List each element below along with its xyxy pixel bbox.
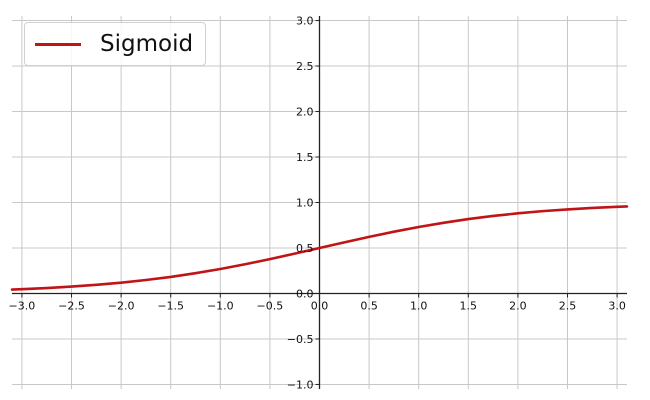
x-tick-label: 2.5 [559,299,577,312]
y-tick-label: −0.5 [287,333,314,346]
tick-labels-layer: −3.0 −2.5 −2.0 −1.5 −1.0 −0.5 0.0 0.5 1.0 1.5 2.0 2… [9,15,626,392]
legend-swatch-sigmoid [35,43,81,46]
legend: Sigmoid [24,22,206,66]
x-tick-label: 0.5 [360,299,378,312]
axes-layer [12,16,627,389]
y-tick-label: 3.0 [296,15,314,28]
x-tick-label: −3.0 [9,299,36,312]
x-tick-label: −2.0 [108,299,135,312]
y-tick-label: 1.5 [296,151,314,164]
y-tick-label: 2.5 [296,60,314,73]
x-tick-label: −1.5 [157,299,184,312]
x-tick-label: 3.0 [608,299,626,312]
x-tick-label: −2.5 [58,299,85,312]
y-tick-label: 2.0 [296,106,314,119]
y-tick-label: 1.0 [296,197,314,210]
x-tick-label: −0.5 [257,299,284,312]
x-tick-label: 0.0 [311,299,329,312]
legend-label-sigmoid: Sigmoid [100,31,194,57]
x-tick-label: 1.5 [460,299,478,312]
y-tick-label: −1.0 [287,378,314,391]
x-tick-label: 1.0 [410,299,428,312]
y-tick-label: 0.5 [296,242,314,255]
x-tick-label: 2.0 [509,299,527,312]
x-tick-label: −1.0 [207,299,234,312]
series-layer [10,205,629,291]
y-tick-label: 0.0 [296,287,314,300]
series-line-sigmoid [10,205,629,291]
